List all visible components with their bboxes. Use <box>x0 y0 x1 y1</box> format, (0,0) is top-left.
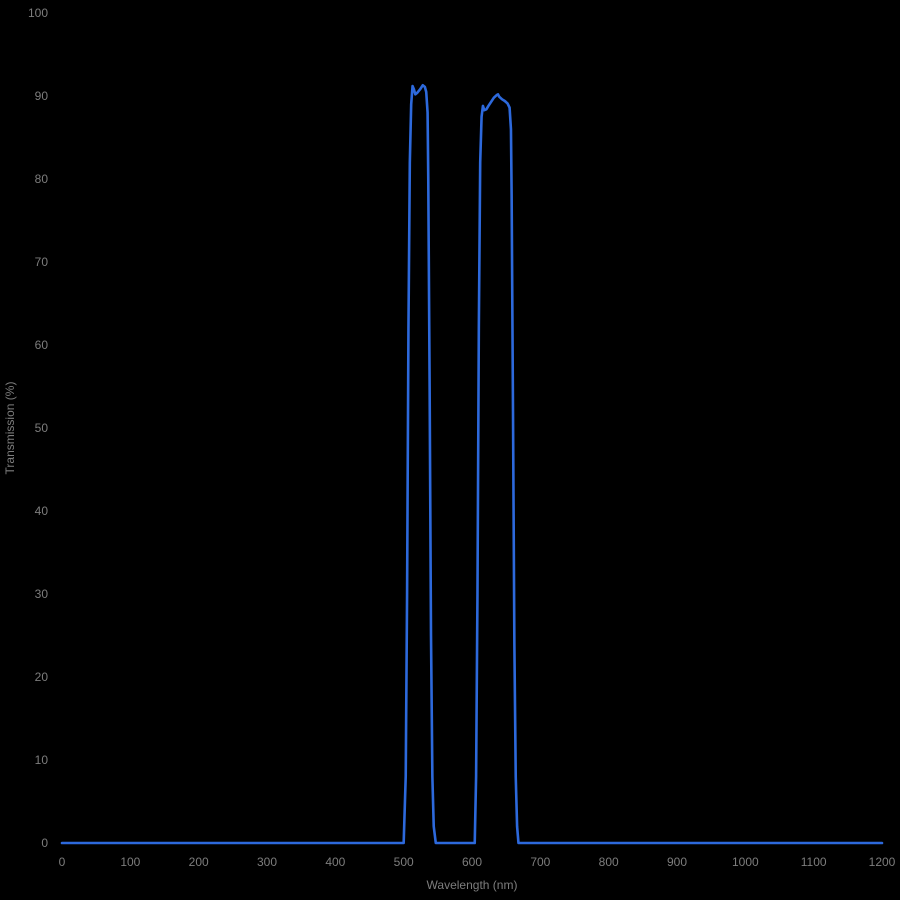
x-tick-label: 1000 <box>732 855 759 869</box>
transmission-line-series <box>60 83 884 845</box>
x-tick-label: 1100 <box>801 855 827 869</box>
y-tick-label: 30 <box>35 587 49 601</box>
y-tick-label: 70 <box>35 255 49 269</box>
y-tick-label: 0 <box>41 836 48 850</box>
x-tick-label: 1200 <box>869 855 896 869</box>
y-tick-label: 60 <box>35 338 49 352</box>
y-tick-label: 20 <box>35 670 49 684</box>
y-tick-label: 80 <box>35 172 49 186</box>
x-tick-label: 600 <box>462 855 482 869</box>
x-tick-label: 0 <box>59 855 66 869</box>
x-axis-title: Wavelength (nm) <box>427 878 518 892</box>
x-tick-label: 300 <box>257 855 277 869</box>
x-tick-label: 800 <box>599 855 619 869</box>
x-tick-label: 700 <box>530 855 550 869</box>
y-axis-tick-labels: 0 10 20 30 40 50 60 70 80 90 100 <box>28 6 48 850</box>
y-tick-label: 40 <box>35 504 49 518</box>
y-axis-title: Transmission (%) <box>3 382 17 475</box>
x-tick-label: 900 <box>667 855 687 869</box>
x-tick-label: 100 <box>120 855 140 869</box>
y-tick-label: 50 <box>35 421 49 435</box>
x-axis-tick-labels: 0 100 200 300 400 500 600 700 800 900 1000 1100 1200 <box>59 855 896 869</box>
y-tick-label: 100 <box>28 6 48 20</box>
y-tick-label: 10 <box>35 753 49 767</box>
x-tick-label: 200 <box>189 855 209 869</box>
y-tick-label: 90 <box>35 89 49 103</box>
x-tick-label: 500 <box>394 855 414 869</box>
x-tick-label: 400 <box>325 855 345 869</box>
